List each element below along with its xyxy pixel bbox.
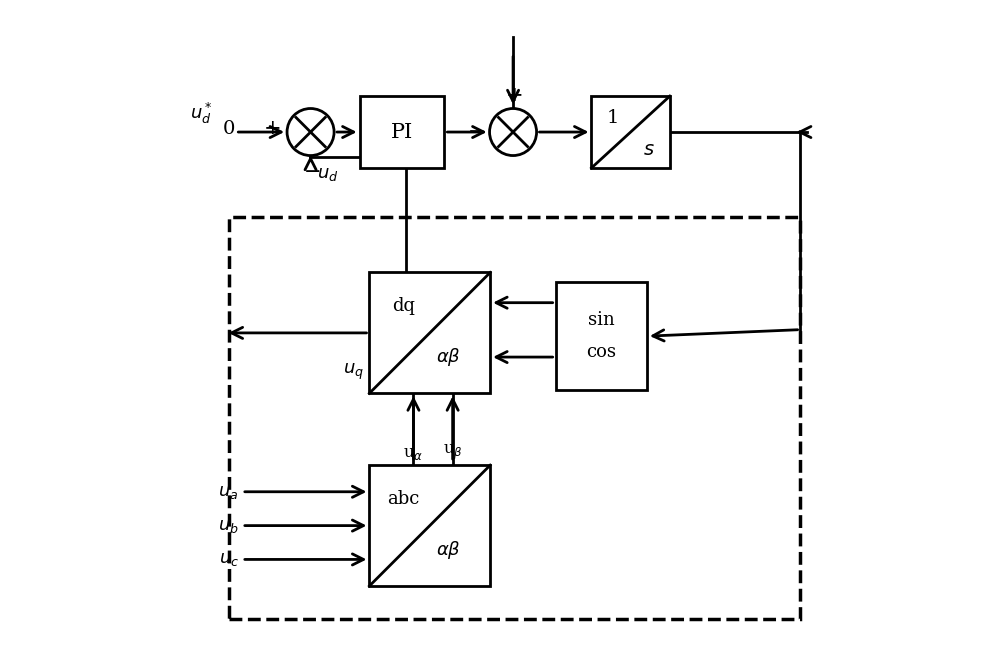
Text: $-$: $-$: [467, 121, 484, 140]
Circle shape: [490, 108, 537, 155]
Text: $-$: $-$: [303, 161, 320, 180]
Text: $u_q$: $u_q$: [343, 362, 364, 382]
Bar: [591, 96, 670, 168]
Bar: [360, 96, 444, 168]
Text: $u_c$: $u_c$: [219, 550, 239, 569]
Text: $\alpha\beta$: $\alpha\beta$: [436, 539, 460, 561]
Text: dq: dq: [392, 297, 415, 316]
Text: +: +: [506, 85, 523, 104]
Text: 1: 1: [606, 109, 619, 127]
Text: PI: PI: [391, 123, 413, 142]
Text: $s$: $s$: [643, 141, 655, 159]
Text: +: +: [264, 119, 282, 138]
Text: $u_d^*$: $u_d^*$: [190, 101, 212, 127]
Text: $u_b$: $u_b$: [218, 516, 239, 535]
Bar: [369, 465, 490, 586]
Bar: [229, 217, 800, 619]
Text: cos: cos: [586, 343, 616, 361]
Circle shape: [287, 108, 334, 155]
Text: sin: sin: [588, 311, 615, 329]
Text: 0: 0: [223, 121, 235, 138]
Text: abc: abc: [387, 490, 419, 508]
Text: u$_\beta$: u$_\beta$: [443, 443, 463, 462]
Bar: [369, 272, 490, 394]
Bar: [556, 282, 647, 390]
Text: $u_d$: $u_d$: [317, 165, 339, 183]
Text: $u_a$: $u_a$: [218, 483, 239, 501]
Text: $\alpha\beta$: $\alpha\beta$: [436, 346, 460, 368]
Text: u$_\alpha$: u$_\alpha$: [403, 445, 424, 462]
